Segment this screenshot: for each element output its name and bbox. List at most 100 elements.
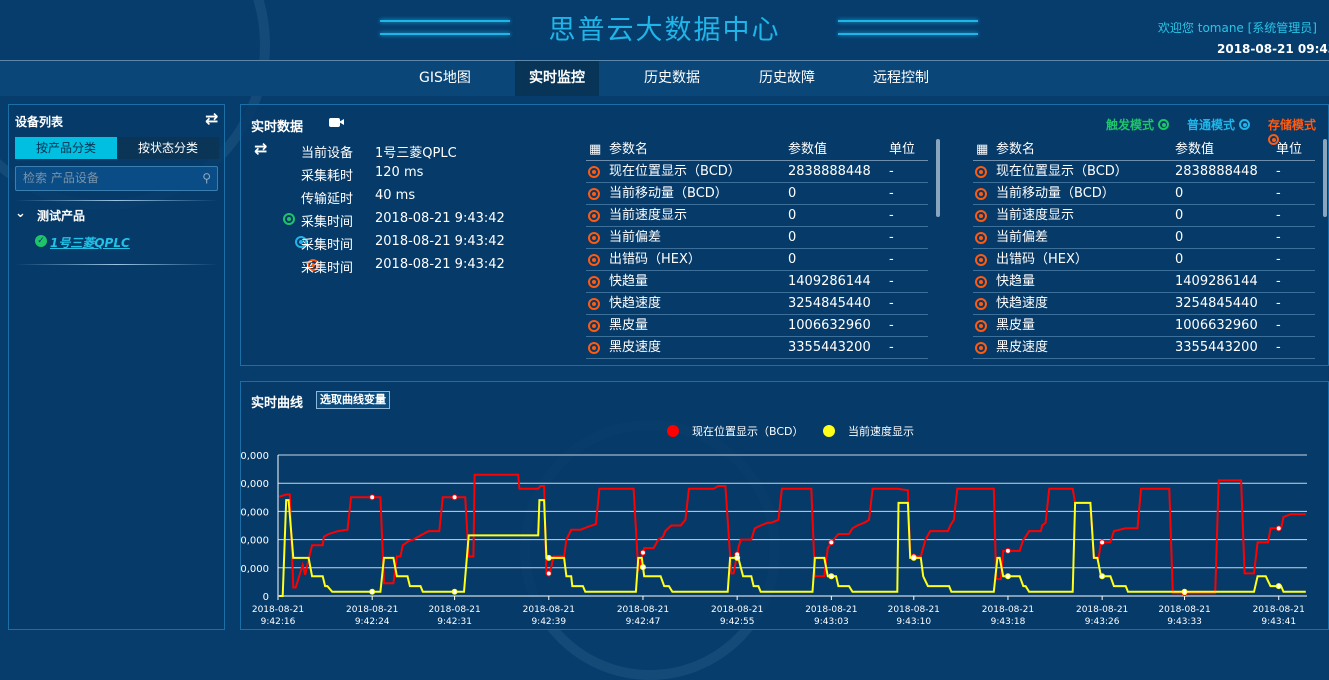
main-nav: GIS地图 实时监控 历史数据 历史故障 远程控制 xyxy=(0,60,1329,96)
param-status-icon xyxy=(588,232,600,244)
tree-device-link[interactable]: 1号三菱QPLC xyxy=(50,236,130,250)
divider xyxy=(15,200,218,201)
table-row[interactable]: 快趋速度 3254845440 - xyxy=(586,293,928,315)
realtime-line-chart: 0 0,000 0,000 0,000 0,000 0,000 2018-08-21 9:42… xyxy=(241,424,1307,627)
series-point xyxy=(1275,583,1282,590)
swap-icon[interactable]: ⇄ xyxy=(205,109,219,128)
param-status-icon xyxy=(975,166,987,178)
chevron-down-icon[interactable]: ⌄ xyxy=(15,206,26,221)
nav-remote-control[interactable]: 远程控制 xyxy=(873,70,929,86)
param-value: 0 xyxy=(1175,230,1184,245)
info-label: 采集时间 xyxy=(301,261,354,276)
table-row[interactable]: 黑皮速度 3355443200 - xyxy=(973,337,1315,359)
tab-by-status[interactable]: 按状态分类 xyxy=(117,137,219,159)
param-unit: - xyxy=(1276,318,1281,333)
param-name: 黑皮速度 xyxy=(996,340,1049,355)
param-value: 1006632960 xyxy=(788,318,871,333)
param-value: 1409286144 xyxy=(788,274,871,289)
x-tick-date: 2018-08-21 xyxy=(982,605,1034,615)
table-row[interactable]: 当前偏差 0 - xyxy=(586,227,928,249)
table-row[interactable]: 当前偏差 0 - xyxy=(973,227,1315,249)
param-value: 0 xyxy=(788,230,797,245)
param-name: 当前偏差 xyxy=(996,230,1049,245)
param-value: 0 xyxy=(1175,252,1184,267)
search-icon[interactable]: ⚲ xyxy=(202,171,211,185)
series-point xyxy=(545,570,552,577)
x-tick-date: 2018-08-21 xyxy=(523,605,575,615)
table-row[interactable]: 出错码（HEX） 0 - xyxy=(973,249,1315,271)
table-row[interactable]: 现在位置显示（BCD） 2838888448 - xyxy=(586,161,928,183)
param-status-icon xyxy=(588,320,600,332)
param-unit: - xyxy=(1276,164,1281,179)
table-row[interactable]: 快趋速度 3254845440 - xyxy=(973,293,1315,315)
video-camera-icon[interactable] xyxy=(329,118,344,127)
y-tick-label: 0,000 xyxy=(241,536,269,547)
series-point xyxy=(545,554,552,561)
table-row[interactable]: 黑皮量 1006632960 - xyxy=(586,315,928,337)
series-point xyxy=(1099,573,1106,580)
x-tick-date: 2018-08-21 xyxy=(346,605,398,615)
param-status-icon xyxy=(588,166,600,178)
x-tick-label: 9:42:24 xyxy=(355,617,390,627)
radio-icon xyxy=(1268,134,1279,145)
col-unit: 单位 xyxy=(1276,142,1303,157)
param-status-icon xyxy=(975,232,987,244)
param-unit: - xyxy=(889,274,894,289)
param-value: 3254845440 xyxy=(788,296,871,311)
nav-history-data[interactable]: 历史数据 xyxy=(644,70,700,86)
legend-marker xyxy=(667,425,679,437)
nav-history-fault[interactable]: 历史故障 xyxy=(759,70,815,86)
info-label: 传输延时 xyxy=(301,192,354,207)
nav-gis-map[interactable]: GIS地图 xyxy=(419,70,471,86)
x-tick-label: 9:42:16 xyxy=(261,617,296,627)
table-row[interactable]: 当前移动量（BCD） 0 - xyxy=(586,183,928,205)
param-name: 快趋速度 xyxy=(609,296,662,311)
table-row[interactable]: 当前速度显示 0 - xyxy=(586,205,928,227)
param-name: 现在位置显示（BCD） xyxy=(996,164,1128,179)
info-label: 采集时间 xyxy=(301,215,354,230)
param-unit: - xyxy=(889,208,894,223)
table-row[interactable]: 快趋量 1409286144 - xyxy=(586,271,928,293)
table-row[interactable]: 快趋量 1409286144 - xyxy=(973,271,1315,293)
series-point xyxy=(1004,547,1011,554)
mode-normal[interactable]: 普通模式 xyxy=(1187,116,1251,133)
table-scrollbar[interactable] xyxy=(1323,139,1327,217)
nav-realtime-monitor[interactable]: 实时监控 xyxy=(515,61,599,96)
param-unit: - xyxy=(1276,186,1281,201)
mode-storage[interactable]: 存储模式 xyxy=(1268,116,1328,147)
mode-normal-label: 普通模式 xyxy=(1187,118,1236,132)
table-row[interactable]: 黑皮速度 3355443200 - xyxy=(586,337,928,359)
x-tick-label: 9:42:47 xyxy=(626,617,661,627)
mode-trigger[interactable]: 触发模式 xyxy=(1106,116,1170,133)
info-label: 采集时间 xyxy=(301,238,354,253)
x-tick-label: 9:42:31 xyxy=(437,617,472,627)
param-unit: - xyxy=(889,318,894,333)
param-name: 当前移动量（BCD） xyxy=(996,186,1115,201)
title-decoration xyxy=(838,20,978,22)
series-point xyxy=(451,494,458,501)
table-row[interactable]: 出错码（HEX） 0 - xyxy=(586,249,928,271)
param-name: 当前速度显示 xyxy=(609,208,688,223)
col-unit: 单位 xyxy=(889,142,916,157)
table-row[interactable]: 当前速度显示 0 - xyxy=(973,205,1315,227)
param-name: 出错码（HEX） xyxy=(996,252,1088,267)
clock: 2018-08-21 09:43: xyxy=(1217,42,1329,56)
table-scrollbar[interactable] xyxy=(936,139,940,217)
table-row[interactable]: 当前移动量（BCD） 0 - xyxy=(973,183,1315,205)
select-curve-variables-button[interactable]: 选取曲线变量 xyxy=(316,391,390,409)
series-point xyxy=(734,554,741,561)
tab-by-product[interactable]: 按产品分类 xyxy=(15,137,117,159)
param-unit: - xyxy=(1276,340,1281,355)
param-status-icon xyxy=(975,210,987,222)
x-tick-label: 9:43:10 xyxy=(896,617,931,627)
table-row[interactable]: 黑皮量 1006632960 - xyxy=(973,315,1315,337)
info-label: 采集耗时 xyxy=(301,169,354,184)
table-row[interactable]: 现在位置显示（BCD） 2838888448 - xyxy=(973,161,1315,183)
device-search-input[interactable]: 检索 产品设备 ⚲ xyxy=(15,166,218,191)
tree-group-test-product[interactable]: 测试产品 xyxy=(37,209,86,223)
curve-title: 实时曲线 xyxy=(251,396,304,411)
switch-device-icon[interactable]: ⇄ xyxy=(254,139,268,158)
x-tick-date: 2018-08-21 xyxy=(1253,605,1305,615)
realtime-curve-panel: 0 0,000 0,000 0,000 0,000 0,000 2018-08-21 9:42… xyxy=(240,381,1329,630)
welcome-user[interactable]: 欢迎您 tomane [系统管理员] xyxy=(1157,21,1317,35)
